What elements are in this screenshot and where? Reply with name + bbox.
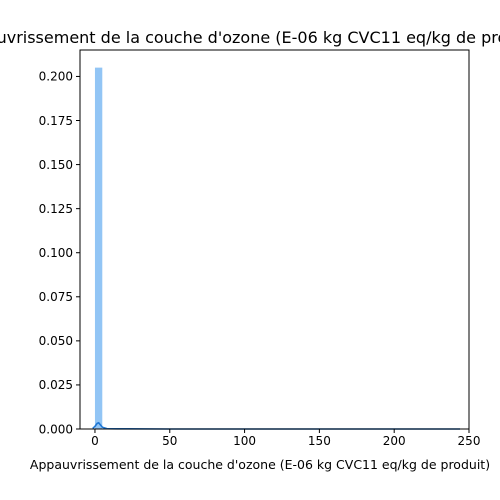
x-tick-label: 0 (91, 434, 99, 448)
x-tick-label: 150 (308, 434, 331, 448)
y-tick-label: 0.025 (39, 378, 73, 392)
y-tick-label: 0.125 (39, 202, 73, 216)
x-axis-label: Appauvrissement de la couche d'ozone (E-… (30, 457, 490, 472)
chart-title: Appauvrissement de la couche d'ozone (E-… (0, 28, 500, 47)
y-axis-ticks: 0.000 0.025 0.050 0.075 0.100 0.125 0.150 0.175… (39, 70, 80, 436)
plot-marks (92, 67, 461, 430)
histogram-bar (94, 67, 103, 430)
x-tick-label: 100 (233, 434, 256, 448)
y-tick-label: 0.000 (39, 422, 73, 436)
y-tick-label: 0.150 (39, 158, 73, 172)
x-tick-label: 200 (383, 434, 406, 448)
y-tick-label: 0.075 (39, 290, 73, 304)
density-curve (92, 421, 461, 430)
x-axis-ticks: 0 50 100 150 200 250 (91, 429, 480, 448)
x-tick-label: 250 (458, 434, 481, 448)
y-tick-label: 0.175 (39, 114, 73, 128)
y-tick-label: 0.100 (39, 246, 73, 260)
x-tick-label: 50 (162, 434, 177, 448)
y-tick-label: 0.200 (39, 70, 73, 84)
plot-frame (79, 49, 470, 430)
y-tick-label: 0.050 (39, 334, 73, 348)
